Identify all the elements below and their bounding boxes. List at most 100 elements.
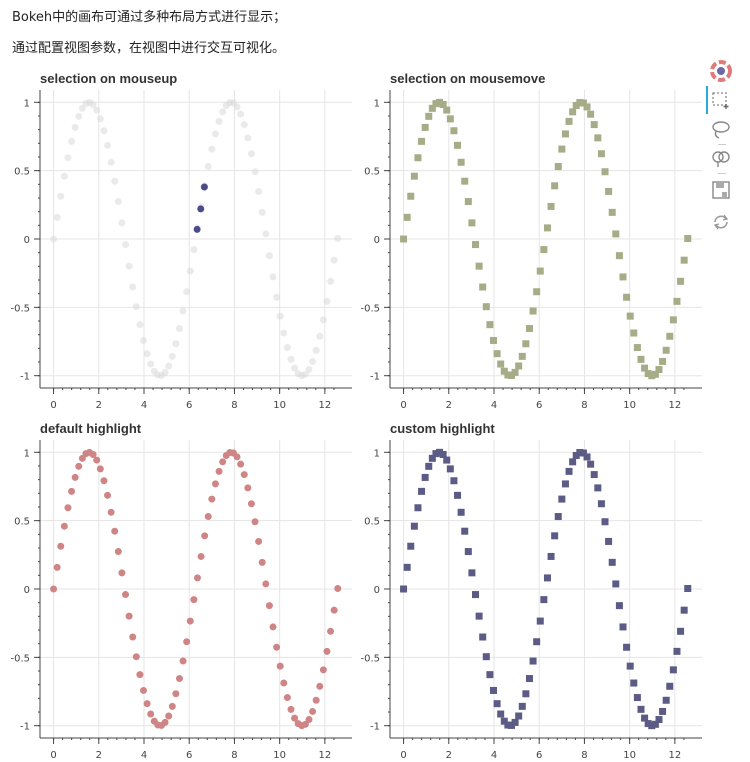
data-point[interactable] xyxy=(623,293,631,301)
data-point[interactable] xyxy=(428,454,436,462)
data-point[interactable] xyxy=(454,491,462,499)
data-point[interactable] xyxy=(633,344,641,352)
data-point[interactable] xyxy=(273,293,281,301)
data-point[interactable] xyxy=(515,362,523,370)
data-point[interactable] xyxy=(504,721,512,729)
data-point[interactable] xyxy=(443,456,451,464)
data-point[interactable] xyxy=(475,612,483,620)
data-point[interactable] xyxy=(111,527,119,535)
data-point[interactable] xyxy=(615,252,623,260)
data-point[interactable] xyxy=(251,168,259,176)
selected-point[interactable] xyxy=(193,225,201,233)
data-point[interactable] xyxy=(414,154,422,162)
data-point[interactable] xyxy=(421,123,429,131)
data-point[interactable] xyxy=(197,552,205,560)
data-point[interactable] xyxy=(601,518,609,526)
data-point[interactable] xyxy=(219,108,227,116)
data-point[interactable] xyxy=(71,123,79,131)
data-point[interactable] xyxy=(605,537,613,545)
data-point[interactable] xyxy=(334,235,342,243)
data-point[interactable] xyxy=(594,134,602,142)
data-point[interactable] xyxy=(129,283,137,291)
data-point[interactable] xyxy=(183,288,191,296)
data-point[interactable] xyxy=(579,99,587,107)
data-point[interactable] xyxy=(569,458,577,466)
data-point[interactable] xyxy=(132,653,140,661)
data-point[interactable] xyxy=(619,623,627,631)
data-point[interactable] xyxy=(327,277,335,285)
data-point[interactable] xyxy=(662,346,670,354)
data-point[interactable] xyxy=(251,518,259,526)
data-point[interactable] xyxy=(662,696,670,704)
data-point[interactable] xyxy=(428,104,436,112)
data-point[interactable] xyxy=(309,357,317,365)
data-point[interactable] xyxy=(165,712,173,720)
data-point[interactable] xyxy=(60,172,68,180)
data-point[interactable] xyxy=(489,686,497,694)
data-point[interactable] xyxy=(316,682,324,690)
data-point[interactable] xyxy=(425,112,433,120)
data-point[interactable] xyxy=(319,666,327,674)
data-point[interactable] xyxy=(677,277,685,285)
data-point[interactable] xyxy=(547,552,555,560)
data-point[interactable] xyxy=(240,471,248,479)
data-point[interactable] xyxy=(529,657,537,665)
data-point[interactable] xyxy=(265,602,273,610)
data-point[interactable] xyxy=(265,252,273,260)
data-point[interactable] xyxy=(161,368,169,376)
data-point[interactable] xyxy=(240,121,248,129)
box-select-icon[interactable] xyxy=(710,89,732,111)
data-point[interactable] xyxy=(659,357,667,365)
data-point[interactable] xyxy=(522,690,530,698)
data-point[interactable] xyxy=(651,370,659,378)
data-point[interactable] xyxy=(547,202,555,210)
data-point[interactable] xyxy=(125,262,133,270)
data-point[interactable] xyxy=(403,213,411,221)
data-point[interactable] xyxy=(57,542,65,550)
data-point[interactable] xyxy=(551,532,559,540)
data-point[interactable] xyxy=(165,362,173,370)
data-point[interactable] xyxy=(659,707,667,715)
data-point[interactable] xyxy=(475,262,483,270)
data-point[interactable] xyxy=(486,671,494,679)
data-point[interactable] xyxy=(576,99,584,107)
data-point[interactable] xyxy=(461,177,469,185)
data-point[interactable] xyxy=(186,617,194,625)
data-point[interactable] xyxy=(104,141,112,149)
data-point[interactable] xyxy=(118,569,126,577)
data-point[interactable] xyxy=(168,702,176,710)
data-point[interactable] xyxy=(305,366,313,374)
data-point[interactable] xyxy=(561,480,569,488)
data-point[interactable] xyxy=(533,288,541,296)
data-point[interactable] xyxy=(215,467,223,475)
data-point[interactable] xyxy=(208,495,216,503)
data-point[interactable] xyxy=(500,367,508,375)
data-point[interactable] xyxy=(60,522,68,530)
data-point[interactable] xyxy=(211,480,219,488)
data-point[interactable] xyxy=(68,137,76,145)
data-point[interactable] xyxy=(283,694,291,702)
data-point[interactable] xyxy=(464,548,472,556)
data-point[interactable] xyxy=(258,208,266,216)
data-point[interactable] xyxy=(147,360,155,368)
data-point[interactable] xyxy=(590,121,598,129)
data-point[interactable] xyxy=(100,477,108,485)
data-point[interactable] xyxy=(669,316,677,324)
data-point[interactable] xyxy=(648,372,656,380)
data-point[interactable] xyxy=(626,312,634,320)
data-point[interactable] xyxy=(515,712,523,720)
data-point[interactable] xyxy=(147,710,155,718)
data-point[interactable] xyxy=(175,325,183,333)
data-point[interactable] xyxy=(648,722,656,730)
data-point[interactable] xyxy=(493,350,501,358)
data-point[interactable] xyxy=(457,508,465,516)
data-point[interactable] xyxy=(497,710,505,718)
data-point[interactable] xyxy=(673,647,681,655)
data-point[interactable] xyxy=(186,267,194,275)
data-point[interactable] xyxy=(511,718,519,726)
data-point[interactable] xyxy=(287,355,295,363)
data-point[interactable] xyxy=(237,110,245,118)
selected-point[interactable] xyxy=(200,183,208,191)
data-point[interactable] xyxy=(518,702,526,710)
